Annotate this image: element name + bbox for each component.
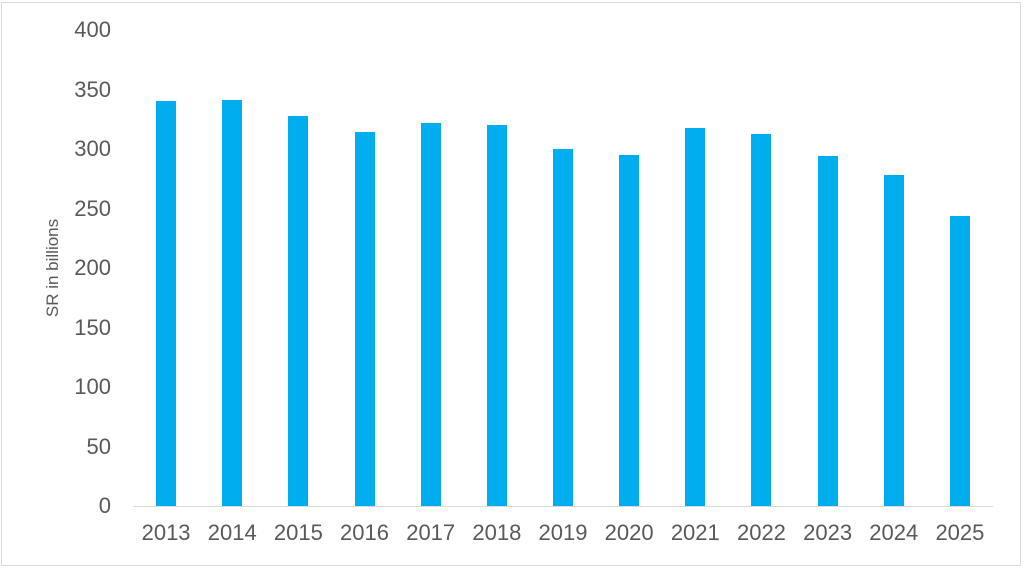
bar-2018 <box>486 125 507 506</box>
plot-area <box>133 30 993 507</box>
x-tick-label-2022: 2022 <box>736 520 786 545</box>
bar-2020 <box>619 155 640 506</box>
bar-2022 <box>751 134 772 506</box>
bar-2024 <box>883 175 904 506</box>
bar-2021 <box>685 128 706 506</box>
x-tick-label-2021: 2021 <box>670 520 720 545</box>
x-tick-label-2013: 2013 <box>141 520 191 545</box>
y-tick-label: 350 <box>74 76 111 102</box>
bar-2019 <box>553 149 573 506</box>
x-tick-label-2023: 2023 <box>803 520 853 545</box>
x-axis-line <box>133 506 993 507</box>
bar-2014 <box>222 100 243 506</box>
bar-2025 <box>949 216 970 506</box>
bar-2016 <box>354 132 375 506</box>
bar-2017 <box>420 123 441 506</box>
x-tick-label-2017: 2017 <box>406 520 456 545</box>
y-tick-label: 100 <box>74 374 111 399</box>
x-tick-label-2020: 2020 <box>604 520 654 545</box>
y-tick-label: 250 <box>74 195 111 221</box>
y-tick-label: 400 <box>74 17 111 42</box>
bar-2023 <box>817 156 838 506</box>
bar-2015 <box>288 116 309 506</box>
x-tick-label-2025: 2025 <box>935 520 985 545</box>
y-tick-label: 50 <box>86 433 111 459</box>
y-tick-label: 200 <box>74 255 111 280</box>
x-tick-label-2019: 2019 <box>538 520 588 545</box>
y-tick-label: 300 <box>74 136 111 161</box>
y-tick-label: 0 <box>98 493 111 518</box>
bar-2013 <box>156 101 177 506</box>
x-tick-label-2018: 2018 <box>472 520 522 545</box>
y-tick-label: 150 <box>74 314 111 340</box>
x-tick-label-2024: 2024 <box>869 520 919 545</box>
x-tick-label-2015: 2015 <box>273 520 323 545</box>
x-tick-label-2014: 2014 <box>207 520 257 545</box>
x-tick-label-2016: 2016 <box>340 520 389 545</box>
